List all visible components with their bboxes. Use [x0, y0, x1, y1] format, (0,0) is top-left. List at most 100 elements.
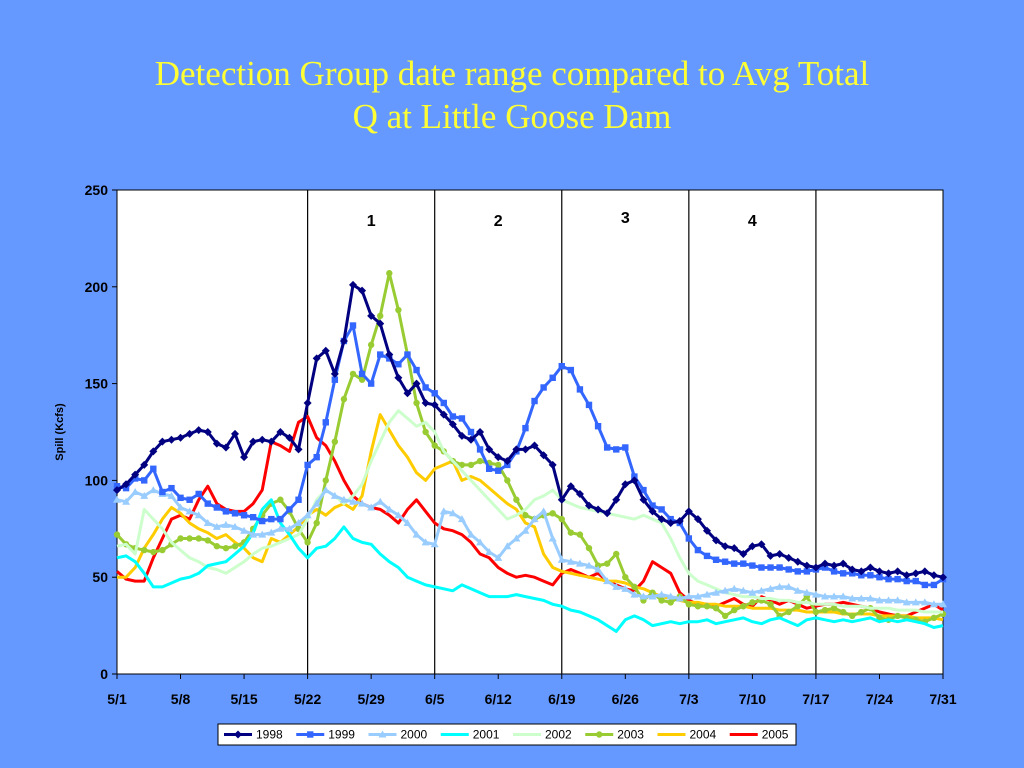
data-point-2000 [476, 538, 485, 546]
data-point-2003 [830, 604, 838, 612]
data-point-2000 [739, 586, 748, 594]
data-point-2003 [222, 544, 230, 552]
data-point-2000 [530, 515, 539, 523]
data-point-2003 [576, 531, 584, 538]
data-point-2003 [231, 543, 239, 550]
data-point-2003 [395, 306, 402, 314]
data-point-1999 [213, 504, 221, 511]
data-point-2003 [785, 608, 792, 616]
data-point-1998 [358, 286, 367, 295]
data-point-2003 [667, 599, 674, 606]
data-point-1999 [141, 477, 148, 484]
data-point-1998 [167, 435, 176, 444]
y-axis-title: Spill (Kcfs) [54, 403, 66, 461]
data-point-1999 [721, 558, 729, 565]
data-point-1998 [721, 542, 730, 551]
data-point-1998 [639, 495, 648, 504]
data-point-1999 [658, 506, 665, 513]
data-point-2000 [194, 511, 203, 519]
data-point-2000 [648, 592, 657, 600]
data-point-2003 [631, 583, 638, 591]
data-point-1999 [567, 366, 575, 374]
data-point-2003 [349, 370, 357, 378]
data-point-2000 [258, 530, 267, 538]
data-point-1999 [731, 560, 738, 567]
data-point-2000 [939, 600, 947, 608]
data-point-1999 [694, 546, 702, 554]
data-point-1999 [912, 577, 919, 585]
data-point-1999 [186, 496, 193, 503]
data-point-1999 [585, 401, 593, 409]
data-point-1998 [249, 437, 258, 446]
data-point-2000 [494, 553, 503, 561]
data-point-1999 [749, 562, 756, 569]
data-point-1999 [640, 486, 647, 494]
series-line-2005 [116, 415, 944, 618]
data-point-2003 [331, 438, 339, 445]
data-point-1998 [421, 398, 430, 407]
data-point-2000 [367, 503, 376, 511]
data-point-1999 [413, 366, 420, 374]
data-point-2003 [622, 574, 629, 581]
data-point-1998 [403, 389, 412, 398]
data-point-2003 [549, 510, 556, 517]
data-point-1998 [920, 567, 929, 576]
data-point-1998 [267, 437, 276, 446]
data-point-1998 [339, 337, 348, 346]
data-point-1999 [495, 467, 502, 474]
data-point-1999 [277, 515, 284, 523]
x-tick-label: 6/26 [612, 691, 639, 707]
data-point-1998 [430, 400, 439, 409]
data-point-1999 [885, 575, 892, 583]
data-point-2003 [277, 496, 284, 503]
legend-label-2002: 2002 [545, 728, 572, 742]
data-point-1999 [422, 384, 429, 391]
data-point-2000 [467, 530, 475, 538]
data-point-2000 [594, 565, 603, 573]
data-point-2003 [894, 612, 901, 620]
data-point-1998 [784, 553, 793, 562]
data-point-2000 [703, 590, 711, 598]
data-point-1998 [929, 571, 938, 580]
data-point-1998 [884, 569, 893, 578]
data-point-2003 [658, 597, 665, 604]
data-point-1999 [712, 556, 720, 563]
data-point-2000 [793, 586, 802, 594]
data-point-1998 [294, 445, 303, 454]
data-point-2000 [802, 588, 811, 596]
data-point-1998 [839, 559, 848, 568]
x-tick-label: 5/8 [171, 691, 191, 707]
data-point-2003 [313, 519, 320, 527]
data-point-2000 [893, 596, 902, 604]
data-point-1998 [666, 518, 675, 527]
data-point-1999 [803, 568, 811, 575]
data-point-1999 [295, 496, 302, 503]
data-point-2000 [920, 598, 929, 606]
data-point-1998 [712, 536, 721, 545]
data-point-2003 [304, 539, 311, 546]
x-tick-label: 7/3 [679, 691, 699, 707]
x-tick-label: 6/12 [485, 691, 512, 707]
data-point-1999 [649, 502, 656, 509]
data-point-2000 [857, 594, 866, 602]
data-point-2000 [122, 497, 131, 505]
data-point-1999 [195, 490, 202, 498]
data-point-1999 [222, 508, 230, 515]
data-point-2000 [339, 495, 348, 503]
data-point-1999 [894, 575, 901, 583]
data-point-1998 [539, 451, 548, 460]
data-point-2000 [303, 511, 312, 519]
data-point-1998 [893, 567, 902, 576]
data-point-2000 [621, 584, 630, 592]
data-point-2000 [412, 530, 421, 538]
data-point-1999 [458, 415, 466, 422]
data-point-1998 [775, 549, 784, 558]
data-point-2003 [504, 477, 511, 484]
data-point-1998 [612, 495, 621, 504]
data-point-2000 [575, 559, 584, 567]
data-point-1999 [549, 374, 556, 381]
data-point-2003 [141, 546, 148, 554]
data-point-1998 [657, 515, 666, 524]
data-point-2000 [276, 524, 285, 532]
